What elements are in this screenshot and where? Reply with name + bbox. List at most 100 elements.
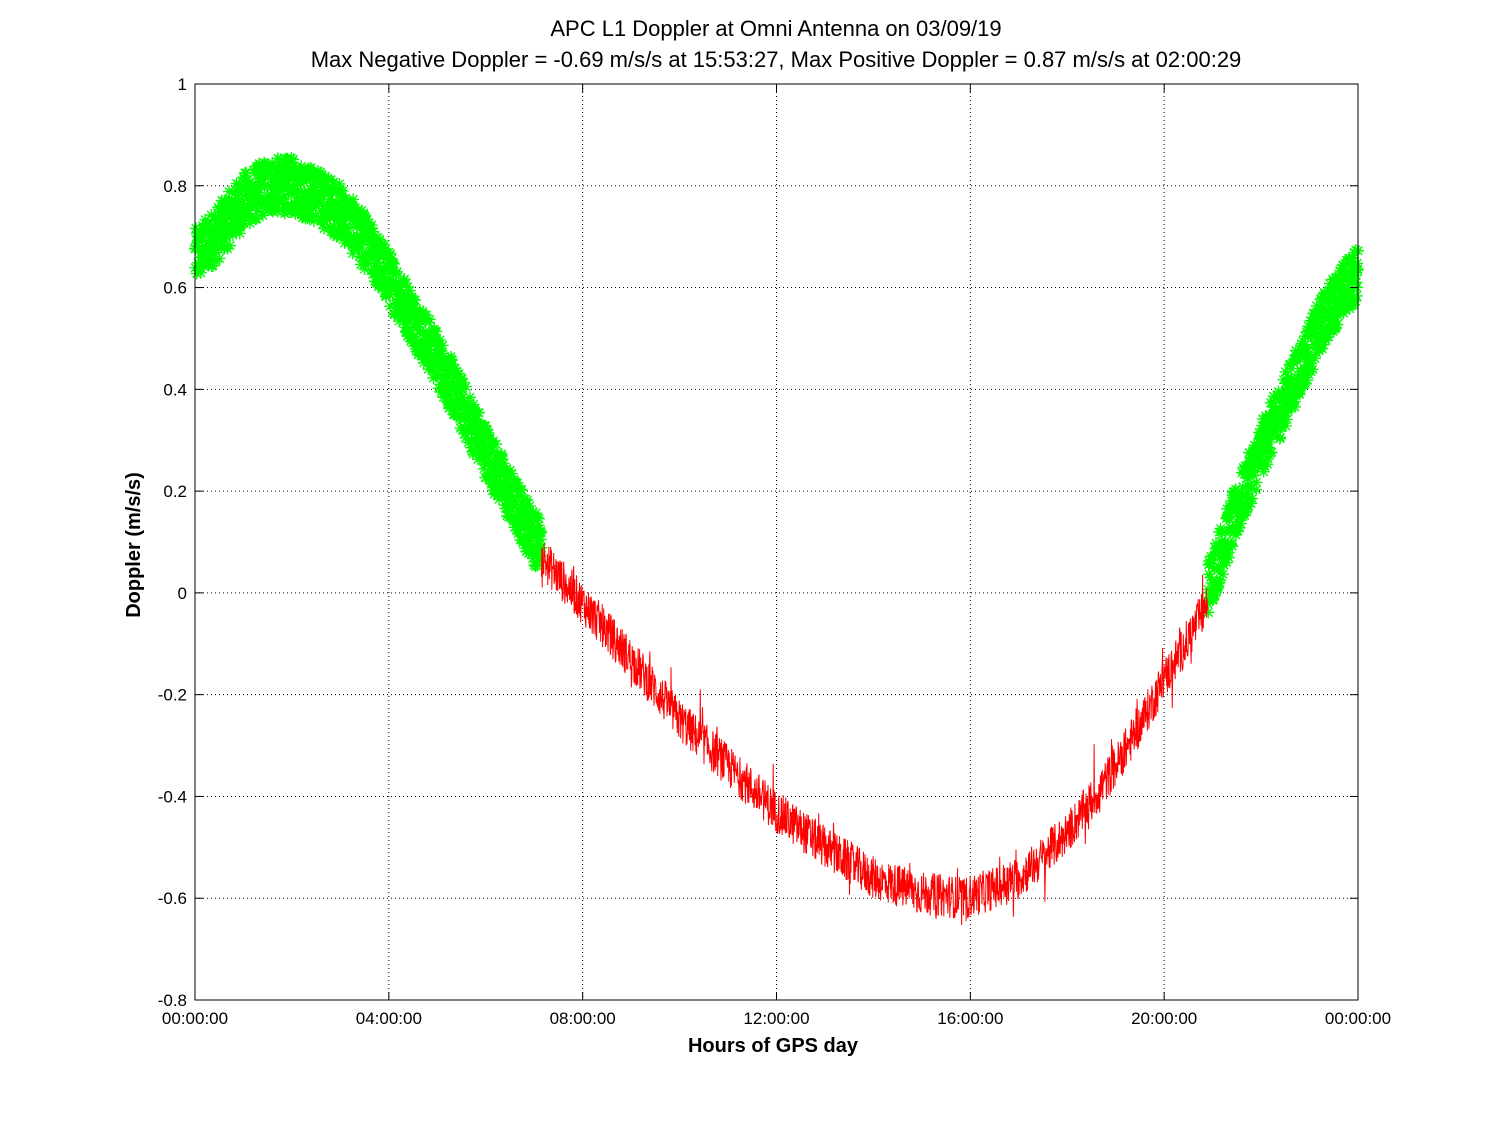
data-point bbox=[423, 313, 436, 326]
data-point bbox=[371, 261, 384, 274]
data-point bbox=[523, 534, 536, 547]
data-point bbox=[1279, 419, 1292, 432]
data-point bbox=[365, 244, 378, 257]
data-point bbox=[1277, 412, 1290, 425]
data-point bbox=[394, 280, 407, 293]
data-point bbox=[298, 176, 311, 189]
data-point bbox=[1212, 581, 1225, 594]
data-point bbox=[443, 401, 456, 414]
data-point bbox=[251, 204, 264, 217]
x-tick-label: 12:00:00 bbox=[743, 1009, 809, 1028]
data-point bbox=[534, 533, 547, 546]
data-point bbox=[1231, 515, 1244, 528]
data-point bbox=[507, 498, 520, 511]
data-point bbox=[243, 176, 256, 189]
data-point bbox=[1270, 425, 1283, 438]
data-point bbox=[485, 470, 498, 483]
data-point bbox=[1312, 306, 1325, 319]
data-point bbox=[1326, 307, 1339, 320]
data-point bbox=[511, 476, 524, 489]
data-point bbox=[381, 282, 394, 295]
data-point bbox=[433, 352, 446, 365]
data-point bbox=[533, 555, 546, 568]
data-point bbox=[463, 391, 476, 404]
data-point bbox=[218, 241, 231, 254]
data-point bbox=[1249, 465, 1262, 478]
data-point bbox=[515, 484, 528, 497]
data-series bbox=[541, 543, 1209, 926]
data-point bbox=[248, 181, 261, 194]
data-point bbox=[200, 254, 213, 267]
data-point bbox=[352, 203, 365, 216]
data-point bbox=[352, 241, 365, 254]
data-point bbox=[1303, 362, 1316, 375]
data-point bbox=[1244, 478, 1257, 491]
y-tick-label: 0.6 bbox=[163, 279, 187, 298]
data-point bbox=[422, 363, 435, 376]
data-point bbox=[213, 252, 226, 265]
data-point bbox=[521, 494, 534, 507]
data-point bbox=[373, 279, 386, 292]
data-point bbox=[305, 210, 318, 223]
data-point bbox=[1296, 335, 1309, 348]
data-point bbox=[268, 175, 281, 188]
x-tick-label: 20:00:00 bbox=[1131, 1009, 1197, 1028]
data-point bbox=[1310, 299, 1323, 312]
data-point bbox=[1223, 510, 1236, 523]
plot-data bbox=[189, 152, 1364, 926]
y-tick-label: -0.2 bbox=[158, 686, 187, 705]
data-point bbox=[372, 237, 385, 250]
data-point bbox=[198, 247, 211, 260]
data-point bbox=[282, 163, 295, 176]
data-point bbox=[1220, 556, 1233, 569]
data-point bbox=[427, 349, 440, 362]
data-point bbox=[230, 192, 243, 205]
data-point bbox=[510, 491, 523, 504]
data-point bbox=[1212, 560, 1225, 573]
data-point bbox=[414, 324, 427, 337]
data-point bbox=[297, 166, 310, 179]
data-point bbox=[1306, 363, 1319, 376]
data-point bbox=[336, 191, 349, 204]
data-point bbox=[1305, 357, 1318, 370]
y-tick-label: -0.6 bbox=[158, 889, 187, 908]
data-point bbox=[445, 363, 458, 376]
x-tick-label: 00:00:00 bbox=[162, 1009, 228, 1028]
data-point bbox=[497, 457, 510, 470]
data-point bbox=[390, 297, 403, 310]
data-point bbox=[1310, 332, 1323, 345]
y-axis-tick-labels: -0.8 -0.6 -0.4 -0.2 0 0.2 0.4 0.6 0.8 1 bbox=[158, 75, 187, 1010]
data-point bbox=[304, 161, 317, 174]
data-point bbox=[270, 201, 283, 214]
data-point bbox=[289, 186, 302, 199]
data-point bbox=[317, 176, 330, 189]
data-point bbox=[1305, 329, 1318, 342]
data-point bbox=[254, 195, 267, 208]
data-point bbox=[1298, 338, 1311, 351]
data-point bbox=[434, 334, 447, 347]
data-point bbox=[498, 478, 511, 491]
data-point bbox=[473, 440, 486, 453]
data-point bbox=[327, 176, 340, 189]
data-point bbox=[278, 189, 291, 202]
grid-lines bbox=[195, 84, 1358, 1000]
data-point bbox=[1338, 282, 1351, 295]
data-point bbox=[1235, 486, 1248, 499]
x-tick-label: 16:00:00 bbox=[937, 1009, 1003, 1028]
data-point bbox=[307, 215, 320, 228]
data-point bbox=[459, 431, 472, 444]
data-point bbox=[355, 242, 368, 255]
data-point bbox=[424, 346, 437, 359]
data-point bbox=[1205, 576, 1218, 589]
data-point bbox=[315, 195, 328, 208]
data-point bbox=[194, 266, 207, 279]
data-point bbox=[1323, 277, 1336, 290]
data-point bbox=[493, 493, 506, 506]
data-point bbox=[193, 262, 206, 275]
data-point bbox=[220, 231, 233, 244]
data-point bbox=[1257, 465, 1270, 478]
data-point bbox=[485, 478, 498, 491]
data-point bbox=[323, 220, 336, 233]
data-point bbox=[1317, 338, 1330, 351]
